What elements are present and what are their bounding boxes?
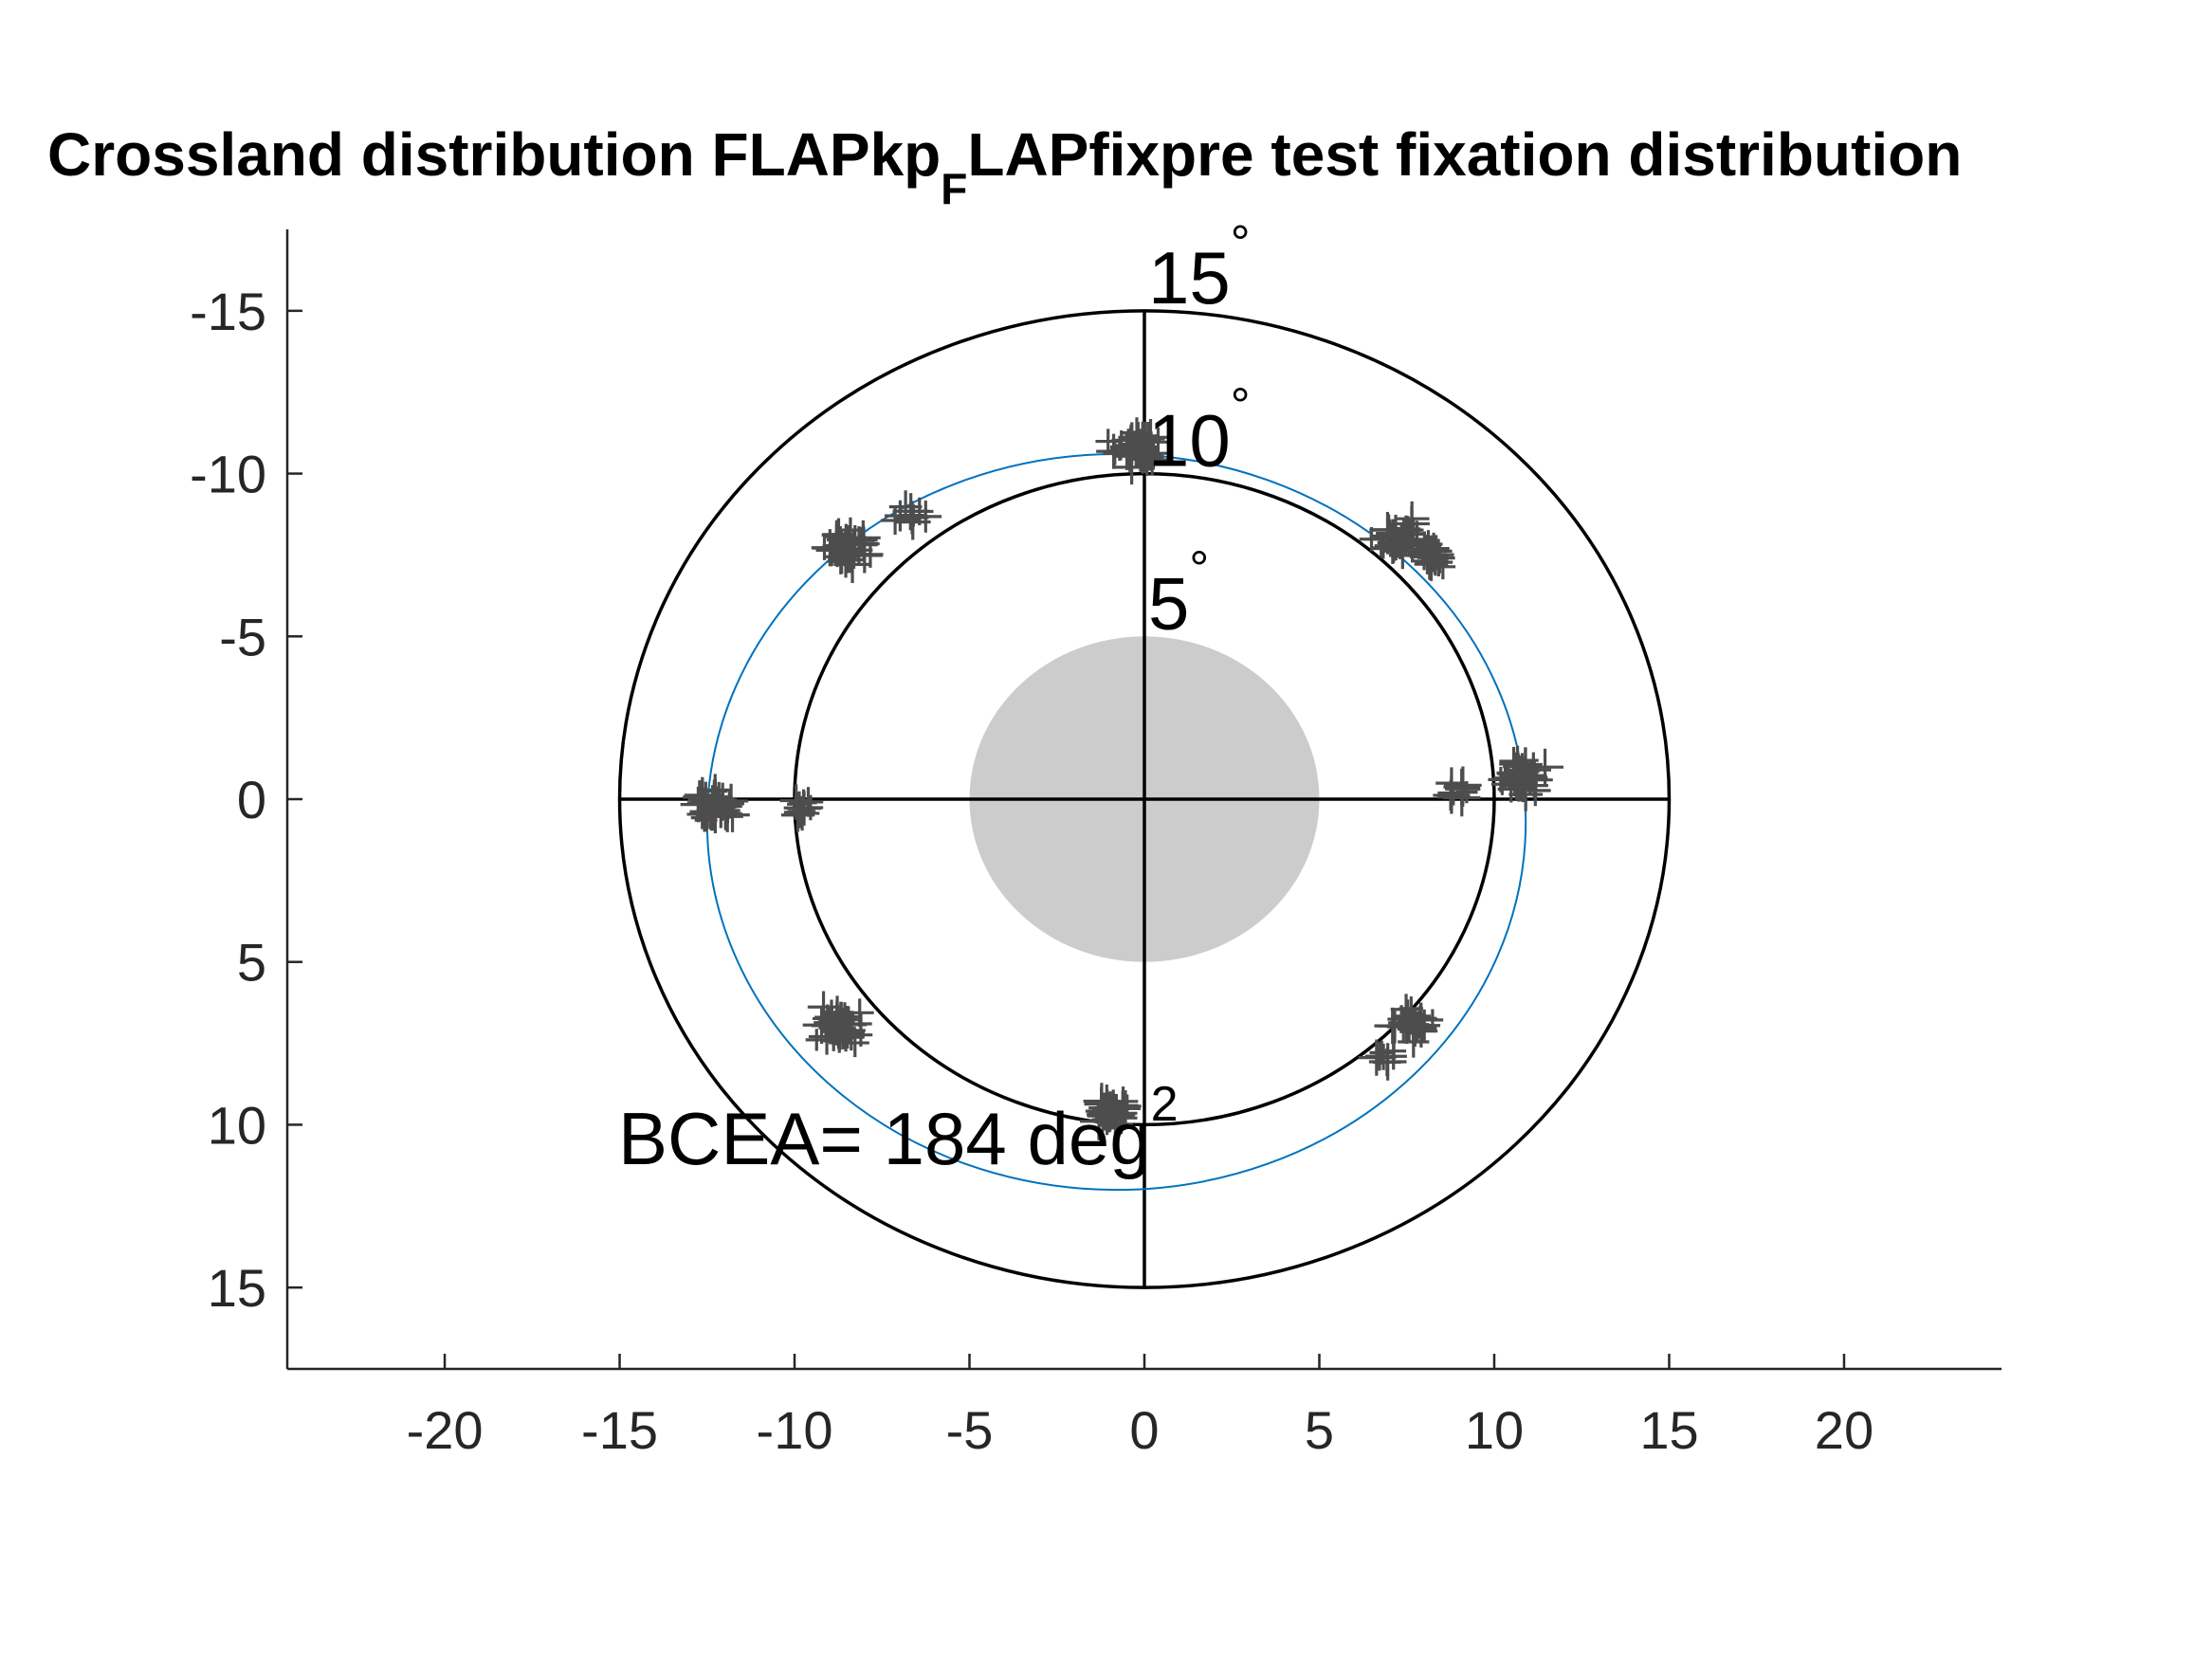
fixation-point: [1520, 762, 1547, 790]
title-main: Crossland distribution FLAPkp: [47, 120, 941, 189]
ring-label-10: 10°: [1148, 379, 1251, 483]
x-tick-label: -15: [581, 1400, 658, 1460]
fixation-point: [1403, 520, 1424, 540]
fixation-point: [1374, 1007, 1412, 1045]
x-tick-label: -5: [946, 1400, 994, 1460]
fixation-point: [1103, 441, 1127, 465]
x-tick-label: 5: [1305, 1400, 1334, 1460]
fixation-point: [1397, 1008, 1424, 1035]
fixation-point: [1380, 538, 1406, 564]
y-tick-label: 0: [237, 770, 266, 830]
fixation-point: [1091, 1104, 1123, 1136]
x-tick-label: 20: [1815, 1400, 1874, 1460]
fixation-point: [1512, 747, 1539, 774]
fixation-point: [1375, 519, 1404, 548]
fixation-cluster: [1488, 745, 1563, 811]
fixation-point: [690, 806, 714, 830]
fixation-point: [829, 524, 849, 544]
fixation-point: [850, 526, 878, 555]
fixation-point: [783, 795, 809, 820]
fixation-point: [1507, 775, 1532, 801]
fixation-point: [902, 504, 925, 527]
x-tick-label: -10: [757, 1400, 833, 1460]
fixation-point: [830, 538, 850, 559]
tick-layer: -20 -15 -10 -5 0 5 10 15 20 -15 -10 -5 0 5 10 15: [190, 282, 1874, 1460]
fixation-point: [1130, 442, 1164, 477]
fixation-cluster: [1095, 417, 1173, 485]
fixation-cluster: [1433, 766, 1482, 817]
fixation-cluster: [1374, 994, 1444, 1058]
fixation-cluster: [811, 517, 884, 584]
y-tick-label: 15: [208, 1258, 266, 1318]
fixation-point: [714, 789, 744, 819]
bcea-label: BCEA= 184 deg2: [618, 1077, 1179, 1180]
fixation-cluster: [1358, 1038, 1407, 1081]
y-tick-label: 5: [237, 933, 266, 993]
ring-label-5: 5°: [1148, 541, 1209, 645]
fixation-point: [901, 510, 921, 531]
x-tick-label: 0: [1129, 1400, 1159, 1460]
fixation-point: [824, 1019, 845, 1039]
ring-label-layer: 5°10°15°: [1148, 216, 1251, 645]
x-tick-label: 15: [1639, 1400, 1698, 1460]
ring-label-15: 15°: [1148, 216, 1251, 319]
fixation-cluster: [680, 774, 750, 834]
fixation-point: [1424, 548, 1453, 576]
fixation-point: [1523, 773, 1548, 798]
fixation-point: [825, 1000, 850, 1025]
title-subscript: F: [941, 164, 967, 213]
y-tick-label: -5: [219, 607, 266, 666]
y-tick-label: -15: [190, 282, 266, 341]
fixation-point: [1381, 1038, 1407, 1064]
fixation-cluster: [1080, 1083, 1142, 1142]
fixation-point: [1095, 1099, 1123, 1126]
x-tick-label: 10: [1465, 1400, 1524, 1460]
bcea-text: BCEA= 184 deg: [618, 1097, 1151, 1180]
fixation-cluster: [881, 490, 942, 540]
fixation-cluster: [779, 784, 824, 832]
title-rest: LAPfixpre test fixation distribution: [967, 120, 1962, 189]
y-tick-label: 10: [208, 1095, 266, 1155]
fixation-cluster: [802, 991, 874, 1058]
marker-layer: [680, 417, 1563, 1142]
fixation-point: [1369, 518, 1406, 555]
fixation-point: [1445, 771, 1481, 807]
fixation-point: [789, 800, 814, 826]
chart-title: Crossland distribution FLAPkpFLAPfixpre …: [47, 120, 1962, 213]
fixation-cluster: [1402, 531, 1456, 581]
fixation-point: [1107, 1101, 1136, 1128]
x-tick-label: -20: [407, 1400, 484, 1460]
ring-unit: °: [1231, 216, 1251, 271]
fixation-point: [1143, 428, 1173, 457]
ring-value: 10: [1148, 399, 1231, 483]
y-tick-label: -10: [190, 445, 266, 504]
fixation-point: [1124, 421, 1161, 459]
ring-unit: °: [1189, 541, 1209, 596]
fixation-point: [1114, 443, 1143, 470]
fixation-point: [1370, 1043, 1398, 1070]
ring-value: 15: [1148, 236, 1231, 319]
ring-unit: °: [1231, 379, 1251, 434]
ring-value: 5: [1148, 561, 1189, 645]
bcea-superscript: 2: [1151, 1077, 1179, 1132]
